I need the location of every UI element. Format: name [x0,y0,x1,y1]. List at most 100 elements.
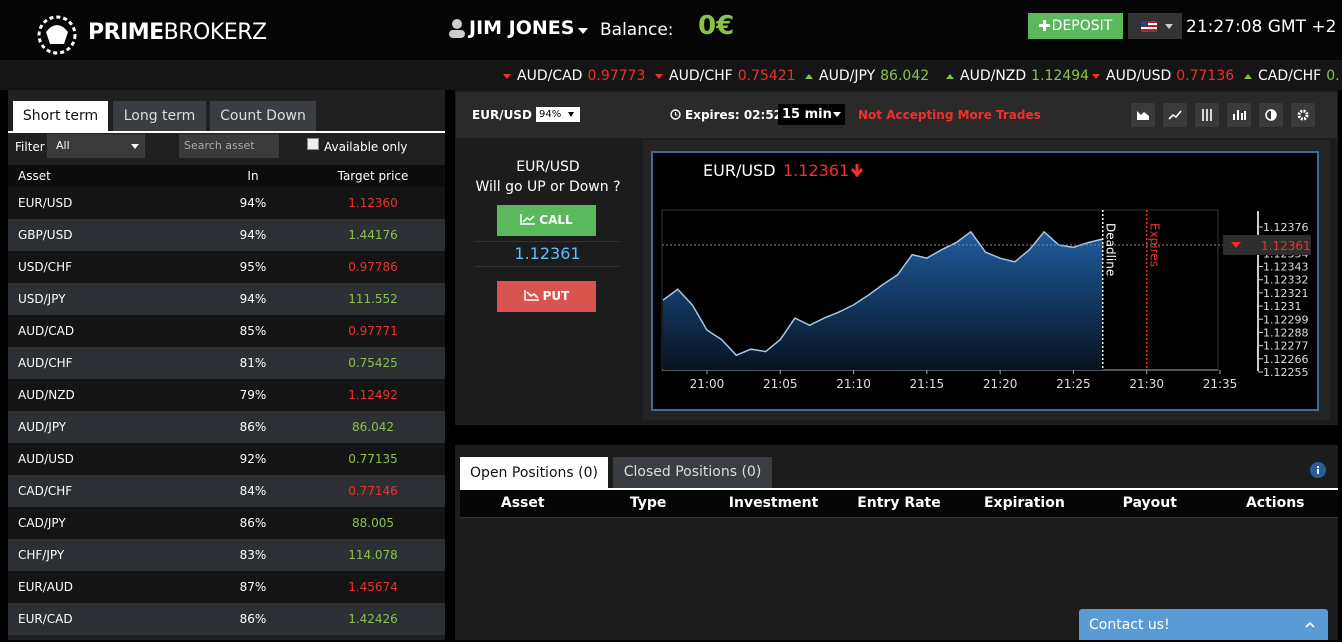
chart-type-button[interactable] [1195,103,1219,127]
ticker-pair: AUD/CHF [669,68,733,84]
column-header: Entry Rate [857,495,941,511]
y-tick-label: 1.12266 [1263,353,1309,366]
x-tick-label: 21:10 [836,377,871,391]
asset-row[interactable]: CHF/JPY 83% 114.078 [8,539,445,571]
balance-label: Balance: [600,20,674,40]
column-header: Payout [1122,495,1177,511]
trend-arrow [655,73,663,79]
tab[interactable]: Closed Positions (0) [613,457,772,488]
trend-arrow [805,73,813,79]
table-header: Asset In Target price [8,165,445,187]
contact-widget[interactable]: Contact us! [1079,609,1328,640]
search-input[interactable]: Search asset [179,134,279,158]
chart-current: 1.12361 [783,161,849,180]
column-header: Investment [728,495,819,511]
ticker-item: CAD/CHF 0. [1244,68,1340,84]
tab[interactable]: Long term [113,101,206,131]
asset-name: AUD/USD [18,452,74,466]
ticker-pair: AUD/USD [1106,68,1172,84]
asset-target: 86.042 [352,420,394,434]
settings-button[interactable] [1291,103,1315,127]
asset-row[interactable]: USD/JPY 94% 111.552 [8,283,445,315]
asset-row[interactable]: AUD/USD 92% 0.77135 [8,443,445,475]
ticker-pair: CAD/CHF [1258,68,1322,84]
deadline-label: Deadline [1104,223,1118,276]
dropdown-caret [1165,24,1173,29]
call-icon [520,214,536,225]
clock-icon [670,109,681,120]
call-label: CALL [539,213,573,227]
tab[interactable]: Count Down [210,101,316,131]
deposit-button[interactable]: DEPOSIT [1028,13,1123,39]
info-button[interactable] [1310,462,1326,478]
chart-type-button[interactable] [1131,103,1155,127]
price-line [662,230,1103,357]
asset-row[interactable]: EUR/USD 94% 1.12360 [8,187,445,219]
header: PRIMEBROKERZ JIM JONES Balance: 0€ DEPOS… [0,0,1342,60]
payout-select[interactable]: 94% [536,107,580,122]
column-header: Target price [337,169,409,183]
x-tick-label: 21:25 [1056,377,1091,391]
asset-name: AUD/CHF [18,356,73,370]
put-icon [523,290,539,301]
asset-target: 0.75425 [348,356,398,370]
column-header: Asset [500,495,545,511]
y-tick-label: 1.12299 [1263,313,1309,326]
user-icon [449,19,465,38]
user-menu[interactable]: JIM JONES [469,17,575,39]
contact-label: Contact us! [1089,617,1170,633]
put-button[interactable]: PUT [497,281,596,312]
asset-row[interactable]: GBP/USD 94% 1.44176 [8,219,445,251]
expires-timer: Expires: 02:52 [685,108,783,122]
ticker-item: AUD/NZD 1.12494 [946,68,1089,84]
column-header: Asset [18,169,51,183]
question-pair: EUR/USD [516,159,580,175]
chart-type-button[interactable] [1227,103,1251,127]
duration-select[interactable]: 15 min [778,104,845,125]
y-tick-label: 1.12321 [1263,287,1309,300]
deposit-label: DEPOSIT [1051,18,1113,34]
asset-row[interactable]: CAD/CHF 84% 0.77146 [8,475,445,507]
asset-target: 0.77146 [348,484,398,498]
trade-status: Not Accepting More Trades [858,108,1041,122]
x-tick-label: 21:30 [1129,377,1164,391]
checkbox-label: Available only [324,140,408,154]
logo: PRIMEBROKERZ [88,20,267,45]
filter-select[interactable]: All [47,134,145,158]
asset-row[interactable]: CAD/JPY 86% 88.005 [8,507,445,539]
call-button[interactable]: CALL [497,205,596,236]
x-tick-label: 21:05 [763,377,798,391]
asset-target: 0.97771 [348,324,398,338]
asset-name: AUD/CAD [18,324,75,338]
chart-type-button[interactable] [1163,103,1187,127]
current-price-box [1223,234,1311,255]
ticker-rate: 86.042 [880,68,930,84]
language-select[interactable] [1128,13,1182,39]
current-price-arrow [1231,241,1241,248]
asset-row[interactable]: AUD/JPY 86% 86.042 [8,411,445,443]
asset-payout: 85% [239,324,267,338]
asset-name: EUR/CAD [18,612,73,626]
asset-row[interactable]: AUD/CHF 81% 0.75425 [8,347,445,379]
tab[interactable]: Short term [13,101,108,131]
y-tick-label: 1.1231 [1263,300,1302,313]
asset-row[interactable]: USD/CHF 95% 0.97786 [8,251,445,283]
asset-row[interactable]: AUD/CAD 85% 0.97771 [8,315,445,347]
balance: 0€ [698,11,735,41]
asset-row[interactable]: EUR/AUD 87% 1.45674 [8,571,445,603]
asset-target: 1.42426 [348,612,398,626]
asset-target: 88.005 [352,516,394,530]
asset-name: GBP/USD [18,228,73,242]
asset-payout: 84% [239,484,267,498]
asset-name: EUR/USD [18,196,73,210]
dropdown-caret [578,28,588,34]
ticker-item: AUD/CHF 0.75421 [655,68,796,84]
tab[interactable]: Open Positions (0) [460,457,608,488]
asset-row[interactable]: EUR/CAD 86% 1.42426 [8,603,445,635]
asset-row[interactable]: AUD/NZD 79% 1.12492 [8,379,445,411]
asset-name: EUR/AUD [18,580,73,594]
theme-button[interactable] [1259,103,1283,127]
checkbox[interactable] [307,138,319,150]
logo-brokerz: BROKERZ [163,20,267,45]
